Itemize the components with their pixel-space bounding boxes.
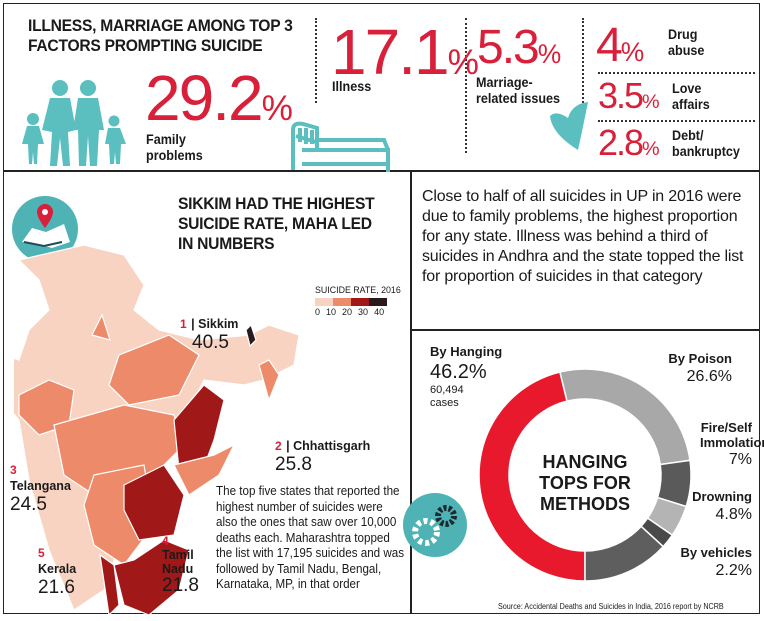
family-icon [22,80,126,166]
state-callout: 2 | Chhattisgarh 25.8 [275,439,371,475]
map-title: SIKKIM HAD THE HIGHEST SUICIDE RATE, MAH… [178,194,375,253]
slice-label-hanging: By Hanging 46.2% 60,494 cases [430,343,502,410]
state-rate: 25.8 [275,454,312,475]
divider [410,170,412,614]
heart-icon [550,102,588,150]
slice-value: 26.6% [686,368,732,385]
factor-label: Marriage-related issues [476,74,561,106]
factor-value: 3.5% [598,78,660,114]
unit: % [642,91,660,113]
state-name: Chhattisgarh [293,439,371,453]
legend-tick: 10 [326,307,337,317]
divider [598,120,755,122]
rank: 1 [180,317,187,331]
donut-chart [478,368,692,582]
donut-slice-other [584,525,665,582]
state-name: Tamil Nadu [162,548,194,576]
summary-text: Close to half of all suicides in UP in 2… [422,188,744,285]
factor-value: 2.8% [598,125,660,161]
state-name: Telangana [10,479,71,493]
slice-label-poison: By Poison 26.6% [660,350,732,386]
state-name: Sikkim [198,317,239,331]
state-rate: 40.5 [192,332,229,353]
value: 3.5 [598,75,644,116]
legend-tick: 20 [342,307,353,317]
unit: % [537,39,562,69]
slice-name: By Poison [668,351,732,366]
divider [598,72,755,74]
slice-value: 4.8% [715,506,752,523]
slice-value: 46.2% [430,361,487,383]
legend-swatch [315,298,333,306]
divider [465,18,467,153]
legend-title: SUICIDE RATE, 2016 [315,285,401,296]
unit: % [620,37,645,67]
slice-name: Drowning [692,489,752,504]
legend-swatch [351,298,369,306]
factor-label: Love affairs [672,80,710,112]
factor-label: Drug abuse [668,26,705,58]
factor-label: Family problems [146,131,203,163]
factor-value: 29.2% [145,66,293,130]
slice-label-vehicles: By vehicles 2.2% [650,544,752,580]
divider [410,329,760,331]
value: 5.3 [477,21,540,74]
state-rate: 24.5 [10,494,47,515]
factor-value: 17.1% [331,20,479,84]
slice-label-fire: Fire/Self Immolation 7% [660,420,764,468]
state-callout: 3 Telangana 24.5 [10,463,71,515]
value: 17.1 [331,16,450,88]
factor-label: Illness [332,78,372,94]
rank: 3 [10,463,17,477]
source-note: Source: Accidental Deaths and Suicides i… [498,602,724,611]
slice-name: By vehicles [680,545,752,560]
value: 29.2 [145,62,264,134]
infographic-frame [3,3,760,614]
top-title: ILLNESS, MARRIAGE AMONG TOP 3 FACTORS PR… [28,16,293,55]
state-rate: 21.8 [162,575,199,596]
slice-value: 2.2% [715,562,752,579]
legend-swatch [369,298,387,306]
slice-value: 7% [728,451,752,468]
state-callout: 1 | Sikkim 40.5 [180,317,239,353]
donut-slice-by-hanging [478,371,586,582]
legend: SUICIDE RATE, 2016 0 10 20 30 40 [315,285,407,317]
divider [315,18,317,103]
value: 4 [596,19,623,72]
slice-note: 60,494 cases [430,384,464,409]
map-note: The top five states that reported the hi… [216,484,405,591]
factor-value: 4% [596,22,644,70]
state-callout: 4 Tamil Nadu 21.8 [162,534,207,596]
slice-label-drowning: Drowning 4.8% [660,488,752,524]
rank: 4 [162,534,169,548]
divider [582,18,584,103]
bed-icon [291,121,390,172]
factor-label: Debt/ bankruptcy [672,127,740,159]
chart-title: HANGING TOPS FOR METHODS [539,452,631,514]
rank: 5 [38,546,45,560]
unit: % [261,89,293,128]
legend-tick: 0 [315,307,321,317]
state-name: Kerala [38,562,77,576]
unit: % [447,43,479,82]
rank: 2 [275,439,282,453]
slice-name: Fire/Self Immolation [700,420,764,450]
unit: % [642,138,660,160]
gears-icon [403,493,467,557]
factor-value: 5.3% [477,24,561,72]
value: 2.8 [598,122,644,163]
legend-tick: 30 [358,307,369,317]
state-callout: 5 Kerala 21.6 [38,546,76,598]
slice-name: By Hanging [430,344,503,359]
legend-tick: 40 [374,307,385,317]
india-map [14,245,300,615]
state-rate: 21.6 [38,577,75,598]
divider [3,170,760,172]
map-pin-icon [12,196,78,262]
legend-swatch [333,298,351,306]
